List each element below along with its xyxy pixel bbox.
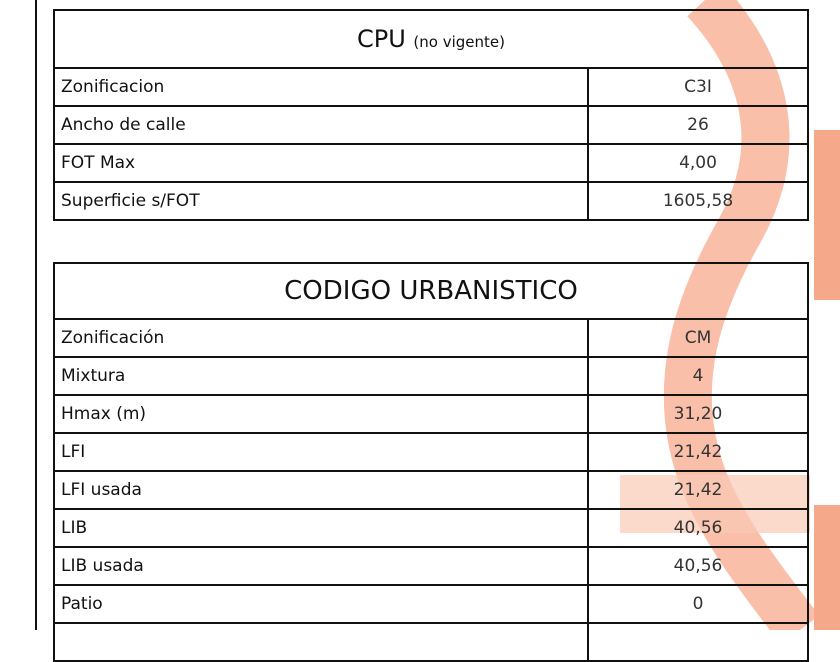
row-value: 40,56 [587, 546, 809, 586]
row-label: Zonificacion [53, 67, 589, 107]
table-row: LFI usada 21,42 [53, 470, 809, 510]
table-row: FOT Max 4,00 [53, 143, 809, 183]
table-row [53, 622, 809, 662]
row-label: Superficie s/FOT [53, 181, 589, 221]
table-row: Mixtura 4 [53, 356, 809, 396]
row-value: 31,20 [587, 394, 809, 434]
table-row: LIB 40,56 [53, 508, 809, 548]
page-margin-line [35, 0, 37, 630]
row-label: LIB [53, 508, 589, 548]
table-row: Zonificacion C3I [53, 67, 809, 107]
row-value [587, 622, 809, 662]
row-label: LFI [53, 432, 589, 472]
row-label: LFI usada [53, 470, 589, 510]
row-label [53, 622, 589, 662]
table-row: Patio 0 [53, 584, 809, 624]
row-value: 21,42 [587, 470, 809, 510]
table-row: Zonificación CM [53, 318, 809, 358]
row-value: 26 [587, 105, 809, 145]
row-value: 21,42 [587, 432, 809, 472]
row-value: 4,00 [587, 143, 809, 183]
cpu-table: CPU (no vigente) Zonificacion C3I Ancho d… [53, 9, 809, 221]
row-value: 40,56 [587, 508, 809, 548]
row-label: LIB usada [53, 546, 589, 586]
table-row: Ancho de calle 26 [53, 105, 809, 145]
row-value: 0 [587, 584, 809, 624]
row-label: Ancho de calle [53, 105, 589, 145]
table-row: LFI 21,42 [53, 432, 809, 472]
row-value: CM [587, 318, 809, 358]
table-row: Hmax (m) 31,20 [53, 394, 809, 434]
row-label: Mixtura [53, 356, 589, 396]
row-label: Patio [53, 584, 589, 624]
row-value: 1605,58 [587, 181, 809, 221]
row-label: FOT Max [53, 143, 589, 183]
row-label: Hmax (m) [53, 394, 589, 434]
table-row: Superficie s/FOT 1605,58 [53, 181, 809, 221]
table-row: LIB usada 40,56 [53, 546, 809, 586]
row-value: C3I [587, 67, 809, 107]
row-label: Zonificación [53, 318, 589, 358]
cpu-table-title: CPU (no vigente) [53, 9, 809, 69]
codigo-table-title: CODIGO URBANISTICO [53, 262, 809, 320]
row-value: 4 [587, 356, 809, 396]
codigo-urbanistico-table: CODIGO URBANISTICO Zonificación CM Mixtur… [53, 262, 809, 662]
